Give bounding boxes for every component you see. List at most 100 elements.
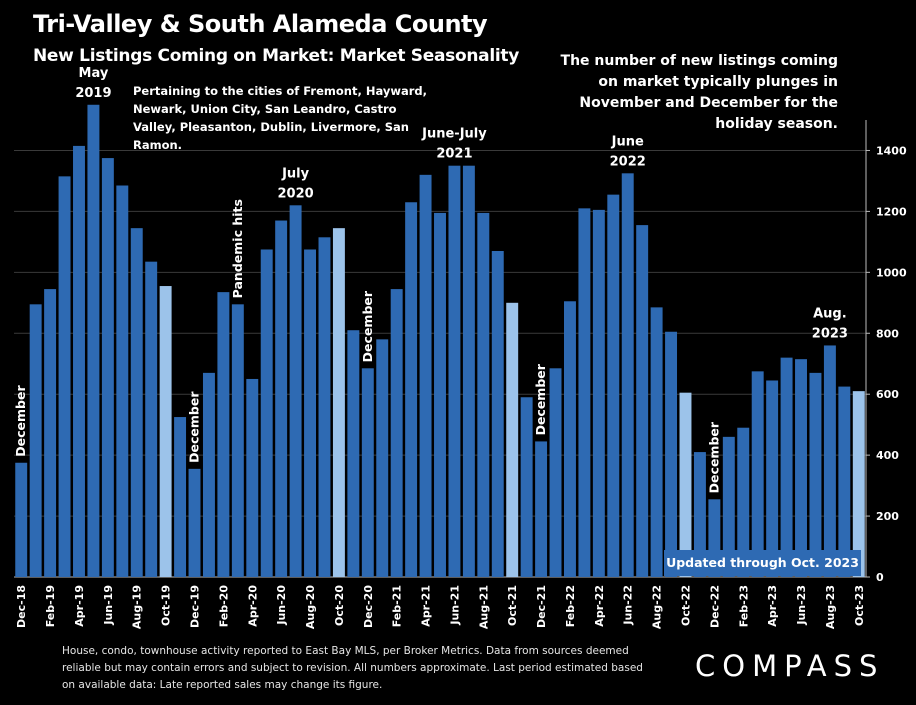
bar-sep-20 [318, 237, 331, 577]
bar-jul-19 [116, 185, 129, 577]
updated-badge: Updated through Oct. 2023 [664, 550, 861, 576]
bar-aug-23 [823, 345, 836, 577]
x-tick-label: Apr-22 [593, 585, 606, 627]
bar-oct-21 [506, 302, 519, 577]
x-tick-label: Feb-21 [391, 585, 404, 627]
annotation-label: December [533, 363, 548, 435]
annotation-label: 2022 [610, 154, 646, 169]
bar-nov-20 [347, 330, 360, 577]
bar-aug-19 [130, 228, 143, 577]
bar-apr-22 [592, 209, 605, 578]
bar-oct-22 [679, 392, 692, 577]
bar-apr-19 [73, 145, 85, 577]
y-tick-label: 800 [876, 327, 899, 340]
bar-may-23 [780, 357, 793, 577]
bar-jun-22 [621, 173, 634, 578]
bar-mar-20 [231, 304, 244, 577]
x-tick-label: Aug-19 [131, 585, 144, 629]
y-tick-label: 0 [876, 571, 884, 584]
x-tick-label: Oct-19 [160, 585, 173, 626]
annotation-label: December [13, 385, 28, 457]
x-tick-label: Oct-22 [679, 585, 692, 626]
x-tick-label: Feb-22 [564, 585, 577, 627]
bar-sep-23 [838, 386, 851, 577]
source-footnote: House, condo, townhouse activity reporte… [62, 645, 643, 691]
bar-jul-23 [809, 372, 822, 577]
x-tick-label: Apr-21 [420, 585, 433, 627]
annotations: May 2019 July 2020 June-July 2021 June 2022 Aug.… [13, 66, 848, 494]
compass-logo: COMPASS [695, 649, 885, 683]
annotation-label: 2020 [277, 186, 313, 201]
chart-subtitle: New Listings Coming on Market: Market Se… [33, 46, 519, 66]
bar-apr-23 [766, 380, 779, 577]
annotation-label: 2023 [812, 326, 848, 341]
annotation-label: Pandemic hits [230, 199, 245, 298]
bar-jul-22 [636, 225, 649, 578]
y-tick-label: 200 [876, 510, 899, 523]
x-tick-label: Dec-19 [189, 585, 202, 628]
annotation-label: July [281, 166, 310, 181]
x-tick-label: Apr-20 [246, 585, 259, 627]
bars [15, 104, 865, 578]
bar-feb-23 [737, 427, 750, 577]
bar-sep-22 [665, 331, 678, 577]
annotation-label: 2021 [436, 147, 472, 162]
bar-feb-21 [390, 289, 403, 577]
chart-title: Tri-Valley & South Alameda County [33, 10, 488, 38]
bar-aug-20 [304, 249, 317, 577]
bar-aug-21 [477, 212, 490, 577]
bar-jun-21 [448, 165, 461, 577]
x-tick-label: Aug-21 [477, 585, 490, 629]
x-tick-label: Aug-22 [651, 585, 664, 629]
y-tick-label: 1000 [876, 266, 907, 279]
bar-sep-21 [491, 251, 504, 578]
annotation-label: May [79, 66, 109, 81]
bar-jan-22 [549, 368, 562, 577]
bar-dec-20 [361, 368, 374, 577]
bar-apr-20 [246, 378, 259, 577]
bar-dec-22 [708, 499, 721, 577]
x-tick-label: Oct-23 [853, 585, 866, 626]
bar-jun-20 [275, 220, 288, 578]
annotation-label: December [360, 290, 375, 362]
x-tick-label: Oct-21 [506, 585, 519, 626]
bar-mar-23 [751, 371, 764, 577]
bar-jun-19 [101, 158, 114, 578]
bar-may-21 [434, 212, 446, 577]
y-tick-label: 400 [876, 449, 899, 462]
bar-may-22 [607, 194, 620, 578]
bar-jul-20 [289, 205, 302, 577]
bar-oct-20 [332, 228, 345, 577]
y-tick-label: 1200 [876, 205, 907, 218]
bar-mar-22 [578, 208, 591, 577]
x-tick-label: Dec-21 [535, 585, 548, 628]
x-tick-label: Aug-23 [824, 585, 837, 629]
bar-jun-23 [795, 359, 807, 577]
seasonality-note: The number of new listings coming on mar… [560, 53, 838, 132]
bar-jan-21 [376, 339, 389, 577]
bar-nov-21 [520, 397, 533, 577]
x-tick-label: Aug-20 [304, 585, 317, 629]
bar-jan-23 [722, 436, 735, 577]
annotation-label: 2019 [75, 86, 111, 101]
annotation-label: Aug. [813, 306, 847, 321]
bar-feb-19 [44, 289, 57, 577]
x-tick-label: Jun-20 [275, 585, 288, 626]
bar-mar-19 [58, 176, 71, 577]
annotation-label: December [706, 421, 721, 493]
bar-dec-18 [15, 462, 28, 577]
x-tick-label: Apr-23 [766, 585, 779, 627]
x-tick-label: Jun-22 [622, 585, 635, 626]
y-tick-label: 1400 [876, 144, 907, 157]
x-tick-label: Oct-20 [333, 585, 346, 626]
bar-dec-19 [188, 468, 201, 577]
bar-aug-22 [650, 307, 663, 577]
bar-nov-19 [174, 417, 187, 577]
x-tick-label: Feb-19 [44, 585, 57, 627]
bar-mar-21 [405, 202, 418, 577]
x-tick-label: Dec-18 [15, 585, 28, 628]
x-tick-label: Jun-21 [448, 585, 461, 626]
bar-may-19 [87, 104, 100, 578]
x-tick-label: Jun-19 [102, 585, 115, 626]
